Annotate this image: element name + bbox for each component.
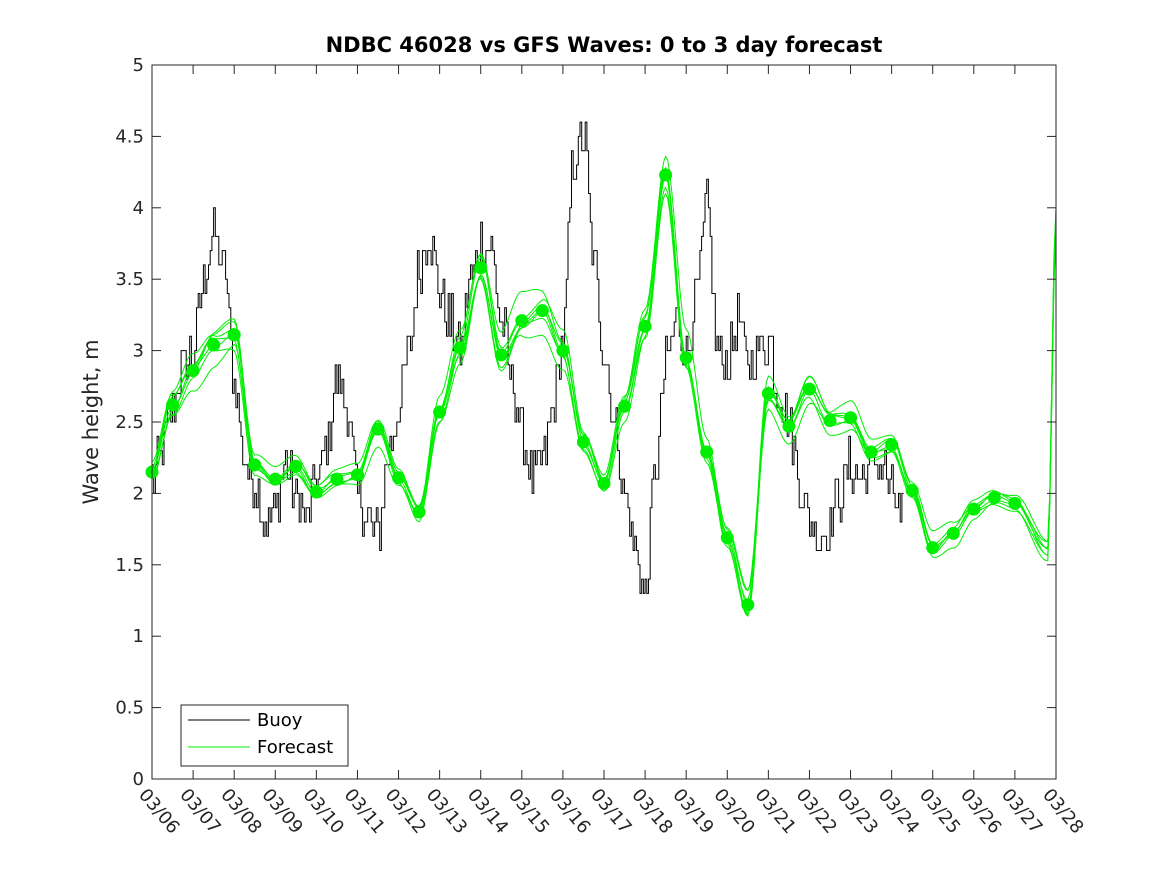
forecast-point	[371, 422, 385, 436]
forecast-point	[268, 472, 282, 486]
y-tick-label: 4.5	[115, 126, 144, 147]
forecast-point	[905, 484, 919, 498]
forecast-point	[720, 531, 734, 545]
forecast-point	[576, 435, 590, 449]
forecast-point	[802, 382, 816, 396]
plot-area	[152, 65, 1056, 779]
forecast-point	[782, 419, 796, 433]
y-axis: 0 0.5 1 1.5 2 2.5 3 3.5 4 4.5 5	[115, 55, 1056, 790]
forecast-point	[946, 526, 960, 540]
forecast-point	[823, 414, 837, 428]
y-tick-label: 0	[133, 769, 144, 790]
forecast-point	[967, 502, 981, 516]
forecast-point	[248, 458, 262, 472]
y-axis-label: Wave height, m	[79, 339, 103, 504]
forecast-point	[515, 314, 529, 328]
legend-box	[180, 704, 349, 767]
y-tick-label: 4	[133, 198, 144, 219]
forecast-point	[1008, 496, 1022, 510]
forecast-point	[926, 541, 940, 555]
forecast-point	[186, 364, 200, 378]
forecast-point	[412, 505, 426, 519]
y-tick-label: 0.5	[115, 698, 144, 719]
forecast-point	[474, 261, 488, 275]
forecast-point	[289, 459, 303, 473]
forecast-point	[885, 438, 899, 452]
forecast-point	[700, 445, 714, 459]
forecast-point	[761, 386, 775, 400]
y-tick-label: 1	[133, 626, 144, 647]
y-tick-label: 2.5	[115, 412, 144, 433]
forecast-point	[741, 598, 755, 612]
y-tick-label: 2	[133, 483, 144, 504]
forecast-point	[535, 304, 549, 318]
forecast-point	[494, 348, 508, 362]
forecast-point	[844, 411, 858, 425]
chart-title: NDBC 46028 vs GFS Waves: 0 to 3 day fore…	[326, 33, 883, 57]
legend-buoy-label: Buoy	[257, 710, 303, 731]
forecast-point	[330, 472, 344, 486]
forecast-point	[227, 328, 241, 342]
forecast-point	[556, 344, 570, 358]
forecast-point	[433, 405, 447, 419]
y-tick-label: 3	[133, 341, 144, 362]
forecast-point	[987, 491, 1001, 505]
forecast-point	[207, 338, 221, 352]
forecast-point	[453, 341, 467, 355]
y-tick-label: 1.5	[115, 555, 144, 576]
forecast-point	[618, 399, 632, 413]
forecast-point	[350, 468, 364, 482]
forecast-point	[638, 319, 652, 333]
forecast-point	[309, 485, 323, 499]
forecast-point	[392, 471, 406, 485]
legend: Buoy Forecast	[180, 704, 349, 767]
forecast-ensemble-line	[151, 175, 1057, 616]
forecast-point	[166, 398, 180, 412]
forecast-point	[679, 351, 693, 365]
forecast-point	[597, 476, 611, 490]
forecast-point	[864, 445, 878, 459]
forecast-ensemble-line	[151, 155, 1057, 592]
y-tick-label: 5	[133, 55, 144, 76]
y-tick-label: 3.5	[115, 269, 144, 290]
forecast-point	[659, 168, 673, 182]
legend-forecast-label: Forecast	[257, 737, 333, 758]
